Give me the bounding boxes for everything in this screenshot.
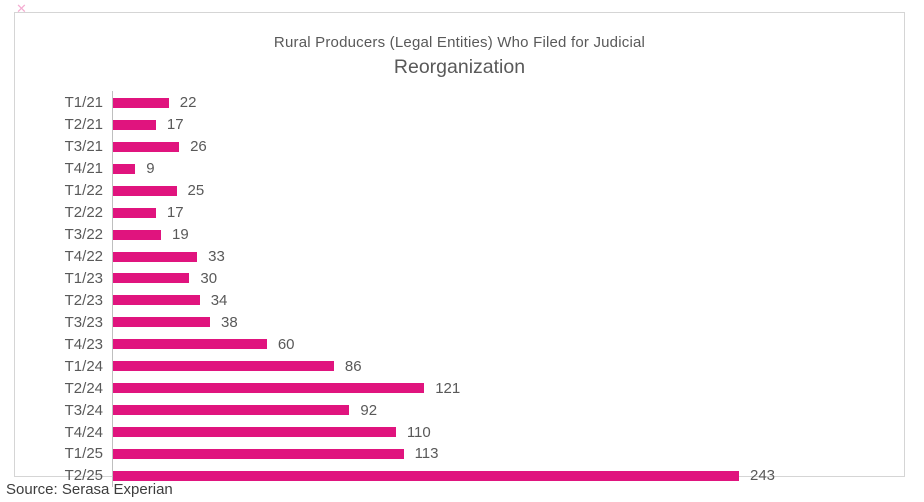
bar <box>112 185 177 196</box>
bar <box>112 141 180 152</box>
bar <box>112 405 350 416</box>
category-label: T1/22 <box>64 182 103 200</box>
category-label: T2/24 <box>64 379 103 397</box>
value-label: 17 <box>166 116 184 134</box>
bar <box>112 339 267 350</box>
bar <box>112 427 396 438</box>
category-label: T4/23 <box>64 335 103 353</box>
category-label: T2/25 <box>64 467 103 485</box>
bar-row: T1/25 113 <box>45 443 919 465</box>
bar-row: T4/23 60 <box>45 333 919 355</box>
bar-row: T1/21 22 <box>45 92 919 114</box>
bar <box>112 295 200 306</box>
bar-row: T4/22 33 <box>45 246 919 268</box>
bar <box>112 251 198 262</box>
bar-row: T3/21 26 <box>45 136 919 158</box>
bar <box>112 273 190 284</box>
bar-row: T4/24 110 <box>45 421 919 443</box>
value-label: 17 <box>166 204 184 222</box>
value-label: 121 <box>435 379 461 397</box>
bar <box>112 229 162 240</box>
bar-row: T2/22 17 <box>45 202 919 224</box>
bar <box>112 361 334 372</box>
value-label: 60 <box>277 335 295 353</box>
category-label: T4/21 <box>64 160 103 178</box>
bar-row: T3/22 19 <box>45 224 919 246</box>
chart-frame: Rural Producers (Legal Entities) Who Fil… <box>14 12 905 487</box>
chart-title: Rural Producers (Legal Entities) Who Fil… <box>15 32 904 80</box>
category-label: T3/24 <box>64 401 103 419</box>
bar-row: T4/21 9 <box>45 158 919 180</box>
category-label: T1/24 <box>64 357 103 375</box>
value-label: 92 <box>360 401 378 419</box>
bar <box>112 119 156 130</box>
value-label: 19 <box>172 226 189 244</box>
value-label: 22 <box>179 94 197 112</box>
category-label: T4/22 <box>64 248 103 266</box>
source-note: Source: Serasa Experian <box>6 481 173 498</box>
bar-row: T2/25 243 <box>45 465 919 487</box>
bar-row: T2/21 17 <box>45 114 919 136</box>
value-label: 25 <box>187 182 205 200</box>
bar-rows: T1/21 22 T2/21 17 T3/21 26 T4/21 9 T1/22 25 T2/22 1… <box>45 92 919 487</box>
category-axis-line <box>112 91 113 487</box>
category-label: T2/22 <box>64 204 103 222</box>
value-label: 33 <box>208 248 225 266</box>
value-label: 9 <box>146 160 155 178</box>
bar-row: T1/22 25 <box>45 180 919 202</box>
bar <box>112 207 156 218</box>
bar-row: T2/24 121 <box>45 377 919 399</box>
category-label: T1/23 <box>64 269 103 287</box>
bar-row: T3/23 38 <box>45 311 919 333</box>
category-label: T2/21 <box>64 116 103 134</box>
bar-row: T3/24 92 <box>45 399 919 421</box>
value-label: 34 <box>210 291 228 309</box>
value-label: 38 <box>221 313 238 331</box>
bar <box>112 383 425 394</box>
value-label: 110 <box>406 423 431 441</box>
bar <box>112 317 211 328</box>
value-label: 86 <box>344 357 362 375</box>
bar-row: T2/23 34 <box>45 289 919 311</box>
value-label: 243 <box>750 467 776 485</box>
category-label: T3/21 <box>64 138 103 156</box>
category-label: T1/21 <box>64 94 103 112</box>
bar <box>112 470 739 481</box>
category-label: T3/23 <box>64 313 103 331</box>
category-label: T1/25 <box>64 445 103 463</box>
bar-row: T1/23 30 <box>45 268 919 290</box>
chart-title-line2: Reorganization <box>393 56 526 78</box>
bar-row: T1/24 86 <box>45 355 919 377</box>
category-label: T3/22 <box>64 226 103 244</box>
chart-title-line1: Rural Producers (Legal Entities) Who Fil… <box>273 34 646 51</box>
value-label: 30 <box>200 269 218 287</box>
value-label: 26 <box>190 138 207 156</box>
bar <box>112 448 404 459</box>
bar <box>112 163 136 174</box>
bar <box>112 97 169 108</box>
category-label: T4/24 <box>64 423 103 441</box>
category-label: T2/23 <box>64 291 103 309</box>
value-label: 113 <box>414 445 439 463</box>
